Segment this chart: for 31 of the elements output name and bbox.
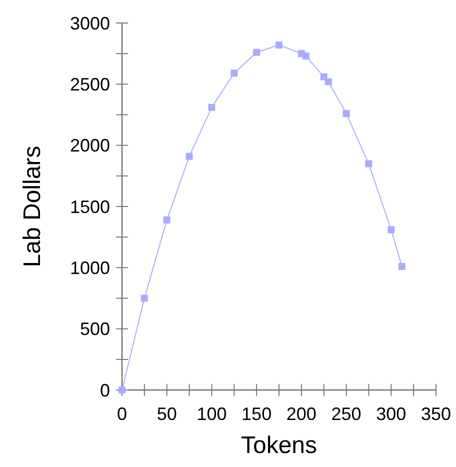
y-tick-label: 1500 <box>70 196 110 217</box>
point <box>388 226 395 234</box>
point <box>253 48 260 56</box>
x-tick-label: 50 <box>156 404 177 424</box>
point <box>342 110 350 118</box>
x-tick-label: 300 <box>376 404 406 424</box>
x-tick-label: 350 <box>420 404 452 424</box>
x-tick-label: 200 <box>286 404 316 424</box>
y-tick-label: 2500 <box>70 74 110 94</box>
point <box>398 262 406 270</box>
point <box>324 78 332 86</box>
point <box>186 152 193 160</box>
y-axis-title: Lab Dollars <box>19 146 46 268</box>
point <box>230 70 238 77</box>
x-tick-label: 150 <box>242 404 272 424</box>
y-tick-label: 3000 <box>70 13 110 34</box>
point <box>276 42 282 49</box>
y-tick-label: 500 <box>80 319 110 340</box>
point <box>118 386 126 394</box>
x-tick-label: 250 <box>331 404 362 424</box>
point <box>365 160 372 168</box>
y-tick-label: 2000 <box>70 136 110 156</box>
x-tick-label: 100 <box>196 404 227 424</box>
point <box>302 52 310 60</box>
x-axis-title: Tokens <box>240 432 318 459</box>
y-tick-label: 1000 <box>70 258 110 278</box>
point <box>208 104 216 111</box>
x-tick-label: 0 <box>116 404 128 424</box>
point <box>140 294 148 302</box>
point <box>163 216 170 224</box>
y-tick-label: 0 <box>100 380 110 400</box>
